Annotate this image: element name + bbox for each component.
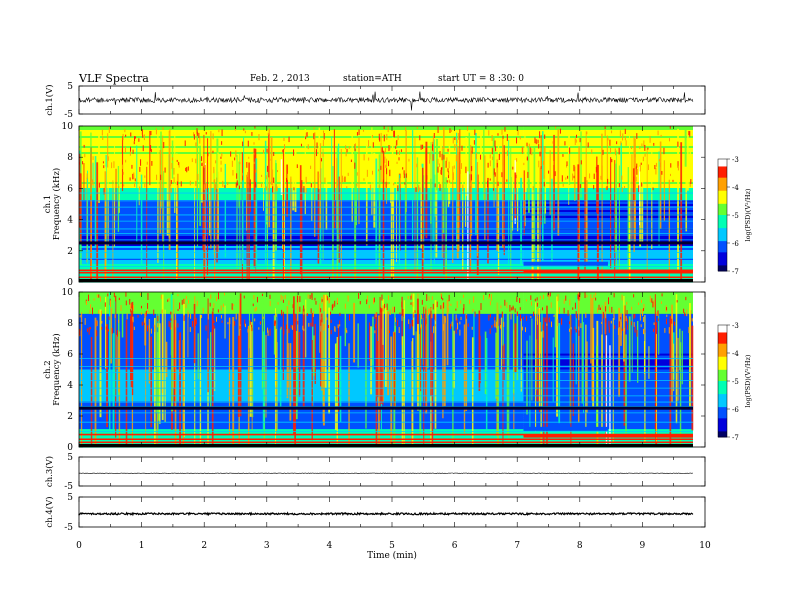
start-time-label: start UT = 8 :30: 0	[438, 74, 524, 84]
colorbar-tick-label: -6	[732, 406, 739, 414]
y-tick-label: 4	[67, 216, 73, 226]
y-tick-label: 6	[67, 184, 73, 194]
y-axis-label: ch.3(V)	[44, 456, 55, 487]
y-axis-label: Frequency (kHz)	[51, 333, 62, 405]
colorbar: -3 -4 -5 -6 -7 log(PSD)(V²/Hz)	[717, 322, 752, 442]
y-tick-label: 5	[67, 453, 73, 463]
y-tick-label: -5	[64, 482, 73, 492]
y-tick-label: 6	[67, 350, 73, 360]
waveform-ch3v	[78, 472, 693, 474]
y-tick-label: 10	[62, 122, 74, 132]
y-tick-label: 4	[67, 381, 73, 391]
y-tick-label: 2	[67, 247, 73, 257]
colorbar-tick-label: -5	[732, 212, 739, 220]
y-tick-label: 2	[67, 412, 73, 422]
spectrogram-ch1	[79, 126, 693, 283]
y-tick-label: -5	[64, 110, 73, 120]
x-tick-label: 7	[514, 541, 520, 551]
y-tick-label: 5	[67, 82, 73, 92]
colorbar-label: log(PSD)(V²/Hz)	[744, 354, 752, 407]
colorbar-tick-label: -7	[732, 434, 739, 442]
y-tick-label: 0	[67, 278, 73, 288]
colorbar-tick-label: -4	[732, 184, 739, 192]
colorbar-tick-label: -3	[732, 156, 739, 164]
colorbar-tick-label: -6	[732, 240, 739, 248]
date-label: Feb. 2 , 2013	[250, 74, 310, 84]
x-tick-label: 6	[452, 541, 458, 551]
spectrogram-ch2	[79, 292, 694, 448]
waveform-ch4v	[78, 511, 694, 517]
colorbar-tick-label: -4	[732, 350, 739, 358]
x-tick-label: 1	[139, 541, 145, 551]
x-tick-label: 3	[264, 541, 270, 551]
colorbar-tick-label: -5	[732, 378, 739, 386]
x-tick-label: 0	[76, 541, 82, 551]
y-axis-label: ch.1	[43, 195, 53, 213]
y-tick-label: 0	[67, 443, 73, 453]
waveform-ch1v	[78, 91, 694, 111]
y-tick-label: 5	[67, 493, 73, 503]
y-axis-label: ch.1(V)	[44, 84, 55, 115]
y-axis-label: ch.2	[43, 360, 53, 378]
y-axis-label: Frequency (kHz)	[51, 168, 62, 240]
y-tick-label: 8	[67, 153, 73, 163]
y-tick-label: 8	[67, 319, 73, 329]
colorbar: -3 -4 -5 -6 -7 log(PSD)(V²/Hz)	[717, 156, 752, 276]
x-tick-label: 10	[699, 541, 711, 551]
x-tick-label: 2	[201, 541, 207, 551]
y-tick-label: 10	[62, 288, 74, 298]
colorbar-tick-label: -7	[732, 268, 739, 276]
x-tick-label: 9	[640, 541, 646, 551]
x-tick-label: 8	[577, 541, 583, 551]
colorbar-label: log(PSD)(V²/Hz)	[744, 188, 752, 241]
x-tick-label: 5	[389, 541, 395, 551]
x-axis-label: Time (min)	[367, 550, 417, 561]
station-label: station=ATH	[343, 74, 402, 84]
y-axis-label: ch.4(V)	[44, 496, 55, 527]
chart-title: VLF Spectra	[79, 72, 149, 85]
colorbar-tick-label: -3	[732, 322, 739, 330]
y-tick-label: -5	[64, 523, 73, 533]
x-tick-label: 4	[327, 541, 333, 551]
